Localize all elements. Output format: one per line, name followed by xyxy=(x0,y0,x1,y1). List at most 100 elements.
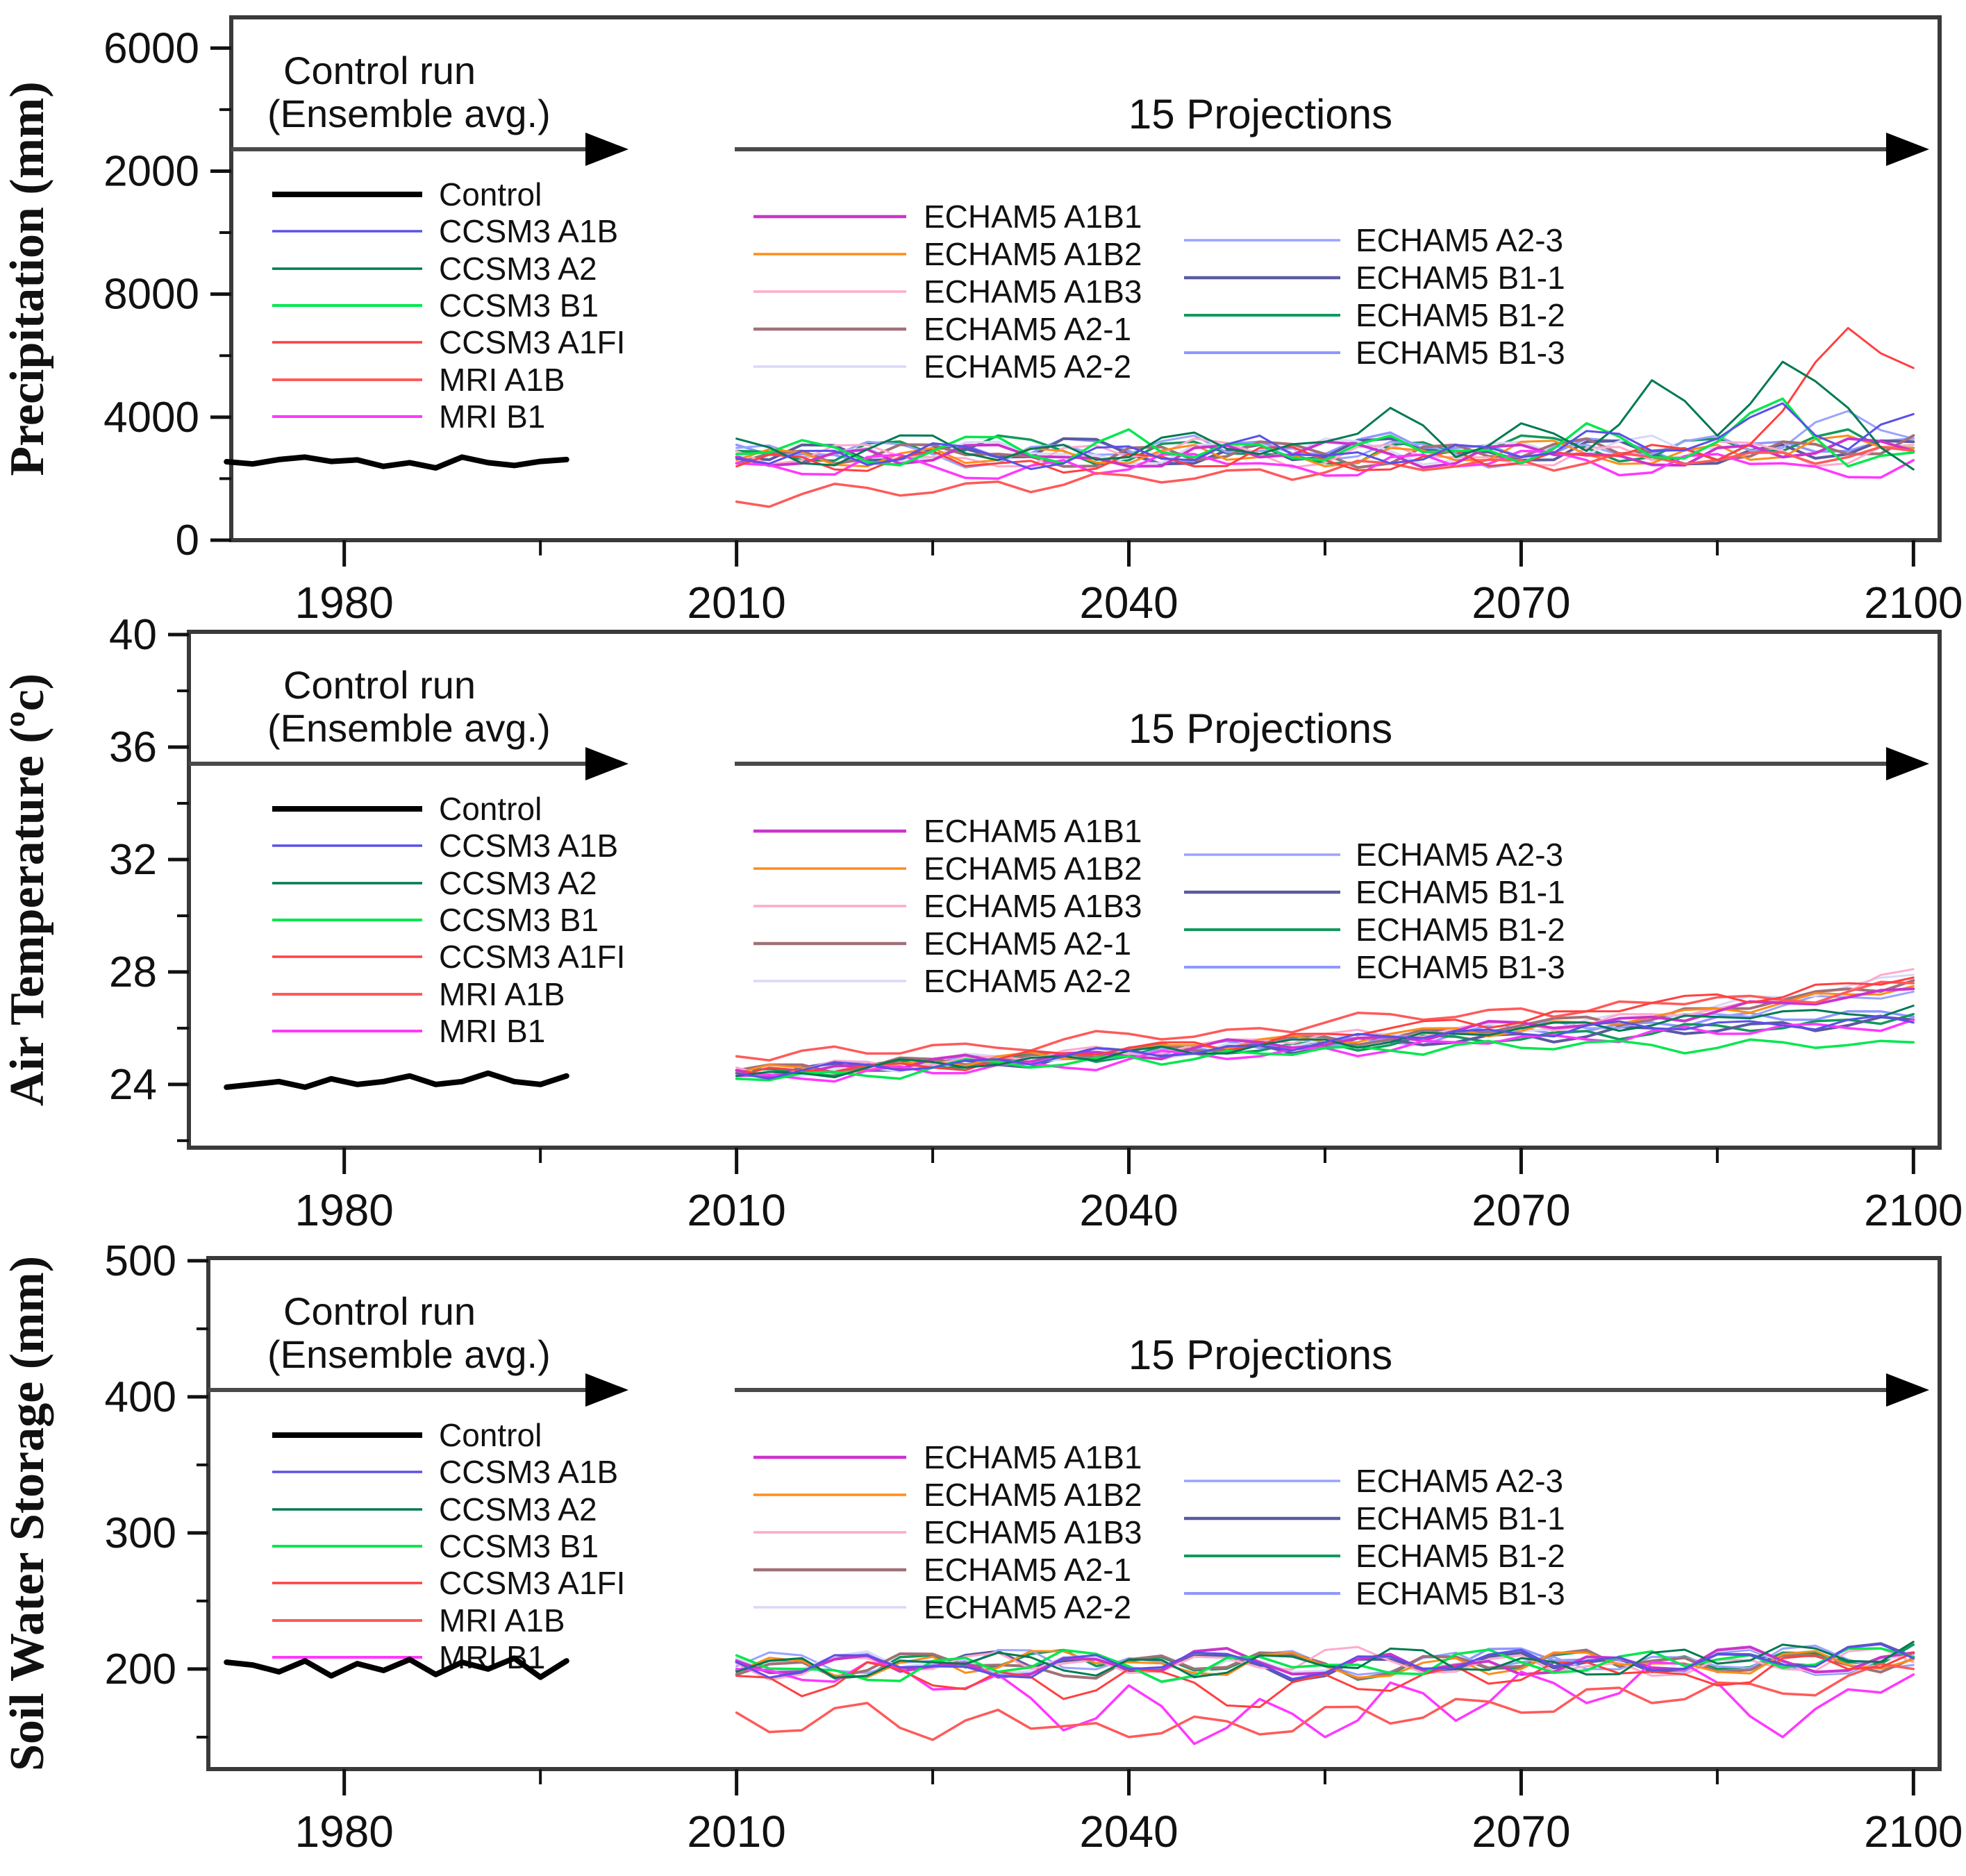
x-tick-label: 2070 xyxy=(1472,1807,1570,1857)
data-series xyxy=(224,968,1915,1090)
series-line-CCSM3-A2 xyxy=(735,360,1915,471)
plot-frame xyxy=(187,630,1942,1150)
legend-label: ECHAM5 A2-2 xyxy=(924,1589,1131,1625)
legend-item: ECHAM5 B1-3 xyxy=(1184,949,1565,985)
legend-item: ECHAM5 A1B1 xyxy=(753,199,1142,235)
legend-item: MRI A1B xyxy=(272,362,565,398)
legend-item: ECHAM5 B1-2 xyxy=(1184,297,1565,333)
legend-item: MRI B1 xyxy=(272,399,545,435)
legend-label: ECHAM5 A1B1 xyxy=(924,199,1142,235)
legend-item: CCSM3 A1FI xyxy=(272,939,625,975)
legend-item: ECHAM5 A1B1 xyxy=(753,813,1142,849)
legend-label: MRI A1B xyxy=(439,976,565,1012)
legend-label: ECHAM5 A2-1 xyxy=(924,1552,1131,1588)
legend-label: CCSM3 A2 xyxy=(439,251,597,287)
series-line-CCSM3-A1B xyxy=(735,1643,1915,1680)
legend-item: ECHAM5 A1B3 xyxy=(753,888,1142,924)
legend-label: MRI B1 xyxy=(439,1013,545,1049)
series-line-MRI-A1B xyxy=(735,980,1915,1062)
panel-2: 40 36 32 28 24 1980 2010 2040 2070 2100 Air Temper… xyxy=(1,611,1963,1235)
panel-1: 6000 2000 8000 4000 0 1980 2010 2040 2070 2100 Pre… xyxy=(1,15,1963,628)
projections-label: 15 Projections xyxy=(1128,91,1392,137)
legend-item: Control xyxy=(272,176,542,212)
legend-label: ECHAM5 A1B2 xyxy=(924,236,1142,272)
y-tick-label: 200 xyxy=(105,1645,176,1693)
legend-item: ECHAM5 B1-1 xyxy=(1184,1500,1565,1536)
legend-item: ECHAM5 B1-1 xyxy=(1184,260,1565,296)
series-line-MRI-B1 xyxy=(735,449,1915,480)
legend-item: CCSM3 A1FI xyxy=(272,1565,625,1601)
legend-item: ECHAM5 A1B3 xyxy=(753,274,1142,310)
series-line-MRI-A1B xyxy=(735,1662,1915,1741)
legend-label: ECHAM5 A2-3 xyxy=(1356,222,1563,258)
x-tick-label: 2100 xyxy=(1864,1807,1963,1857)
y-tick-label: 32 xyxy=(109,836,157,884)
legend-label: ECHAM5 A1B2 xyxy=(924,1477,1142,1513)
legend-label: ECHAM5 A1B1 xyxy=(924,1439,1142,1475)
legend-item: CCSM3 A1B xyxy=(272,828,618,864)
legend-item: CCSM3 A2 xyxy=(272,1491,597,1527)
y-tick-label: 6000 xyxy=(103,24,199,72)
legend-label: ECHAM5 A2-1 xyxy=(924,926,1131,962)
control-run-label: Control run xyxy=(283,663,476,707)
data-series xyxy=(224,326,1915,508)
x-tick-label: 2040 xyxy=(1079,578,1178,628)
projections-arrowhead xyxy=(1886,133,1929,166)
x-axis: 1980 2010 2040 2070 2100 xyxy=(295,1148,1963,1235)
legend-label: CCSM3 B1 xyxy=(439,902,599,938)
projections-label: 15 Projections xyxy=(1128,1332,1392,1378)
series-line-Control xyxy=(224,454,569,471)
legend-item: CCSM3 B1 xyxy=(272,287,599,324)
legend-item: Control xyxy=(272,791,542,827)
legend-label: CCSM3 A1B xyxy=(439,213,618,249)
legend-item: ECHAM5 B1-3 xyxy=(1184,1575,1565,1611)
legend-item: CCSM3 A1B xyxy=(272,1454,618,1490)
series-line-CCSM3-A1FI xyxy=(735,1651,1915,1709)
y-axis: 40 36 32 28 24 xyxy=(109,611,189,1142)
legend-label: CCSM3 A2 xyxy=(439,1491,597,1527)
y-tick-label: 400 xyxy=(105,1373,176,1421)
y-tick-label: 4000 xyxy=(103,394,199,442)
legend-item: CCSM3 B1 xyxy=(272,1528,599,1564)
legend-label: CCSM3 A1FI xyxy=(439,324,625,360)
ensemble-avg-label: (Ensemble avg.) xyxy=(267,92,551,135)
y-axis-title: Soil Water Storage (mm) xyxy=(1,1256,54,1771)
legend-item: ECHAM5 A2-3 xyxy=(1184,837,1563,873)
legend-label: MRI B1 xyxy=(439,399,545,435)
legend-label: ECHAM5 A1B3 xyxy=(924,274,1142,310)
x-tick-label: 2100 xyxy=(1864,578,1963,628)
legend-item: CCSM3 A2 xyxy=(272,251,597,287)
legend-label: CCSM3 A1B xyxy=(439,828,618,864)
x-tick-label: 1980 xyxy=(295,1807,394,1857)
plot-frame xyxy=(206,1256,1942,1771)
control-run-arrowhead xyxy=(585,747,628,780)
series-line-Control xyxy=(224,1655,569,1680)
legend-item: Control xyxy=(272,1417,542,1453)
ensemble-avg-label: (Ensemble avg.) xyxy=(267,1332,551,1376)
legend-item: ECHAM5 A2-2 xyxy=(753,963,1131,999)
legend-label: ECHAM5 B1-1 xyxy=(1356,1500,1565,1536)
legend-item: ECHAM5 A2-3 xyxy=(1184,1463,1563,1499)
legend-item: CCSM3 A1B xyxy=(272,213,618,249)
y-tick-label: 8000 xyxy=(103,271,199,319)
projections-arrowhead xyxy=(1886,747,1929,780)
legend-item: ECHAM5 A2-1 xyxy=(753,311,1131,347)
legend-item: ECHAM5 A2-2 xyxy=(753,1589,1131,1625)
x-tick-label: 2040 xyxy=(1079,1185,1178,1235)
control-run-arrowhead xyxy=(585,133,628,166)
legend-label: ECHAM5 A2-2 xyxy=(924,349,1131,385)
legend-label: MRI A1B xyxy=(439,1602,565,1639)
legend-item: ECHAM5 B1-1 xyxy=(1184,874,1565,910)
annotations: Control run(Ensemble avg.) 15 Projections xyxy=(231,49,1929,166)
x-tick-label: 2070 xyxy=(1472,578,1570,628)
legend-label: Control xyxy=(439,1417,542,1453)
legend-label: ECHAM5 B1-2 xyxy=(1356,1538,1565,1574)
legend-label: ECHAM5 B1-3 xyxy=(1356,1575,1565,1611)
annotations: Control run(Ensemble avg.) 15 Projections xyxy=(189,663,1929,780)
x-tick-label: 2010 xyxy=(687,578,785,628)
legend-label: CCSM3 A1FI xyxy=(439,1565,625,1601)
legend-label: Control xyxy=(439,791,542,827)
